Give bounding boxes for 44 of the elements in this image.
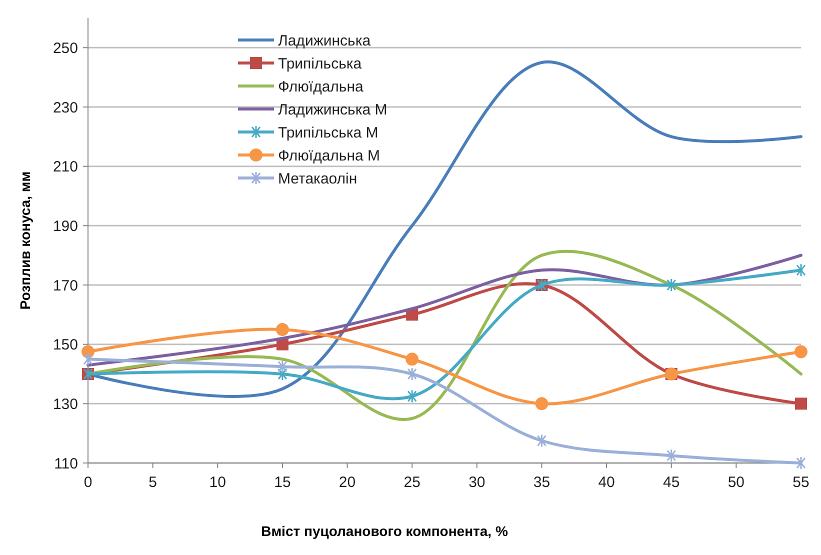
x-tick-label: 0 bbox=[84, 474, 92, 491]
y-tick-label: 170 bbox=[52, 277, 78, 294]
x-tick-label: 20 bbox=[338, 474, 356, 491]
y-tick-label: 130 bbox=[52, 396, 78, 413]
y-tick-label: 230 bbox=[52, 99, 78, 116]
point bbox=[406, 352, 419, 366]
x-tick-label: 30 bbox=[468, 474, 486, 491]
legend-label: Трипільська М bbox=[278, 124, 378, 142]
x-tick-label: 25 bbox=[404, 474, 420, 491]
point bbox=[796, 456, 806, 470]
x-tick-label: 55 bbox=[792, 474, 810, 491]
point bbox=[666, 448, 676, 462]
point bbox=[536, 434, 546, 448]
x-axis-title: Вміст пуцоланового компонента, % bbox=[261, 523, 508, 539]
x-tick-label: 10 bbox=[209, 474, 226, 491]
x-tick-label: 40 bbox=[598, 474, 615, 491]
x-tick-label: 15 bbox=[274, 474, 291, 491]
legend-label: Флюїдальна М bbox=[278, 147, 380, 164]
y-tick-label: 110 bbox=[54, 455, 78, 472]
point bbox=[276, 323, 289, 336]
legend-label: Ладижинська М bbox=[278, 101, 388, 118]
point bbox=[796, 263, 806, 277]
point bbox=[535, 397, 548, 410]
y-tick-label: 250 bbox=[52, 40, 78, 57]
point bbox=[666, 278, 676, 292]
point bbox=[278, 360, 288, 374]
legend-label: Трипільська bbox=[278, 55, 362, 72]
y-tick-label: 190 bbox=[52, 218, 78, 235]
y-tick-label: 150 bbox=[52, 336, 78, 354]
legend-label: Флюїдальна bbox=[278, 78, 364, 96]
point bbox=[83, 352, 93, 366]
point bbox=[794, 345, 808, 358]
x-tick-label: 5 bbox=[148, 474, 157, 491]
point bbox=[278, 367, 288, 381]
legend-label: Ладижинська bbox=[278, 32, 372, 50]
x-tick-label: 35 bbox=[533, 474, 550, 491]
point bbox=[407, 390, 417, 403]
y-axis-title: Розплив конуса, мм bbox=[17, 171, 33, 310]
point bbox=[407, 367, 417, 381]
point bbox=[795, 398, 807, 410]
x-tick-label: 50 bbox=[728, 474, 745, 491]
x-tick-label: 45 bbox=[663, 474, 680, 491]
legend-label: Метакаолін bbox=[278, 170, 358, 188]
y-tick-label: 210 bbox=[52, 158, 78, 176]
